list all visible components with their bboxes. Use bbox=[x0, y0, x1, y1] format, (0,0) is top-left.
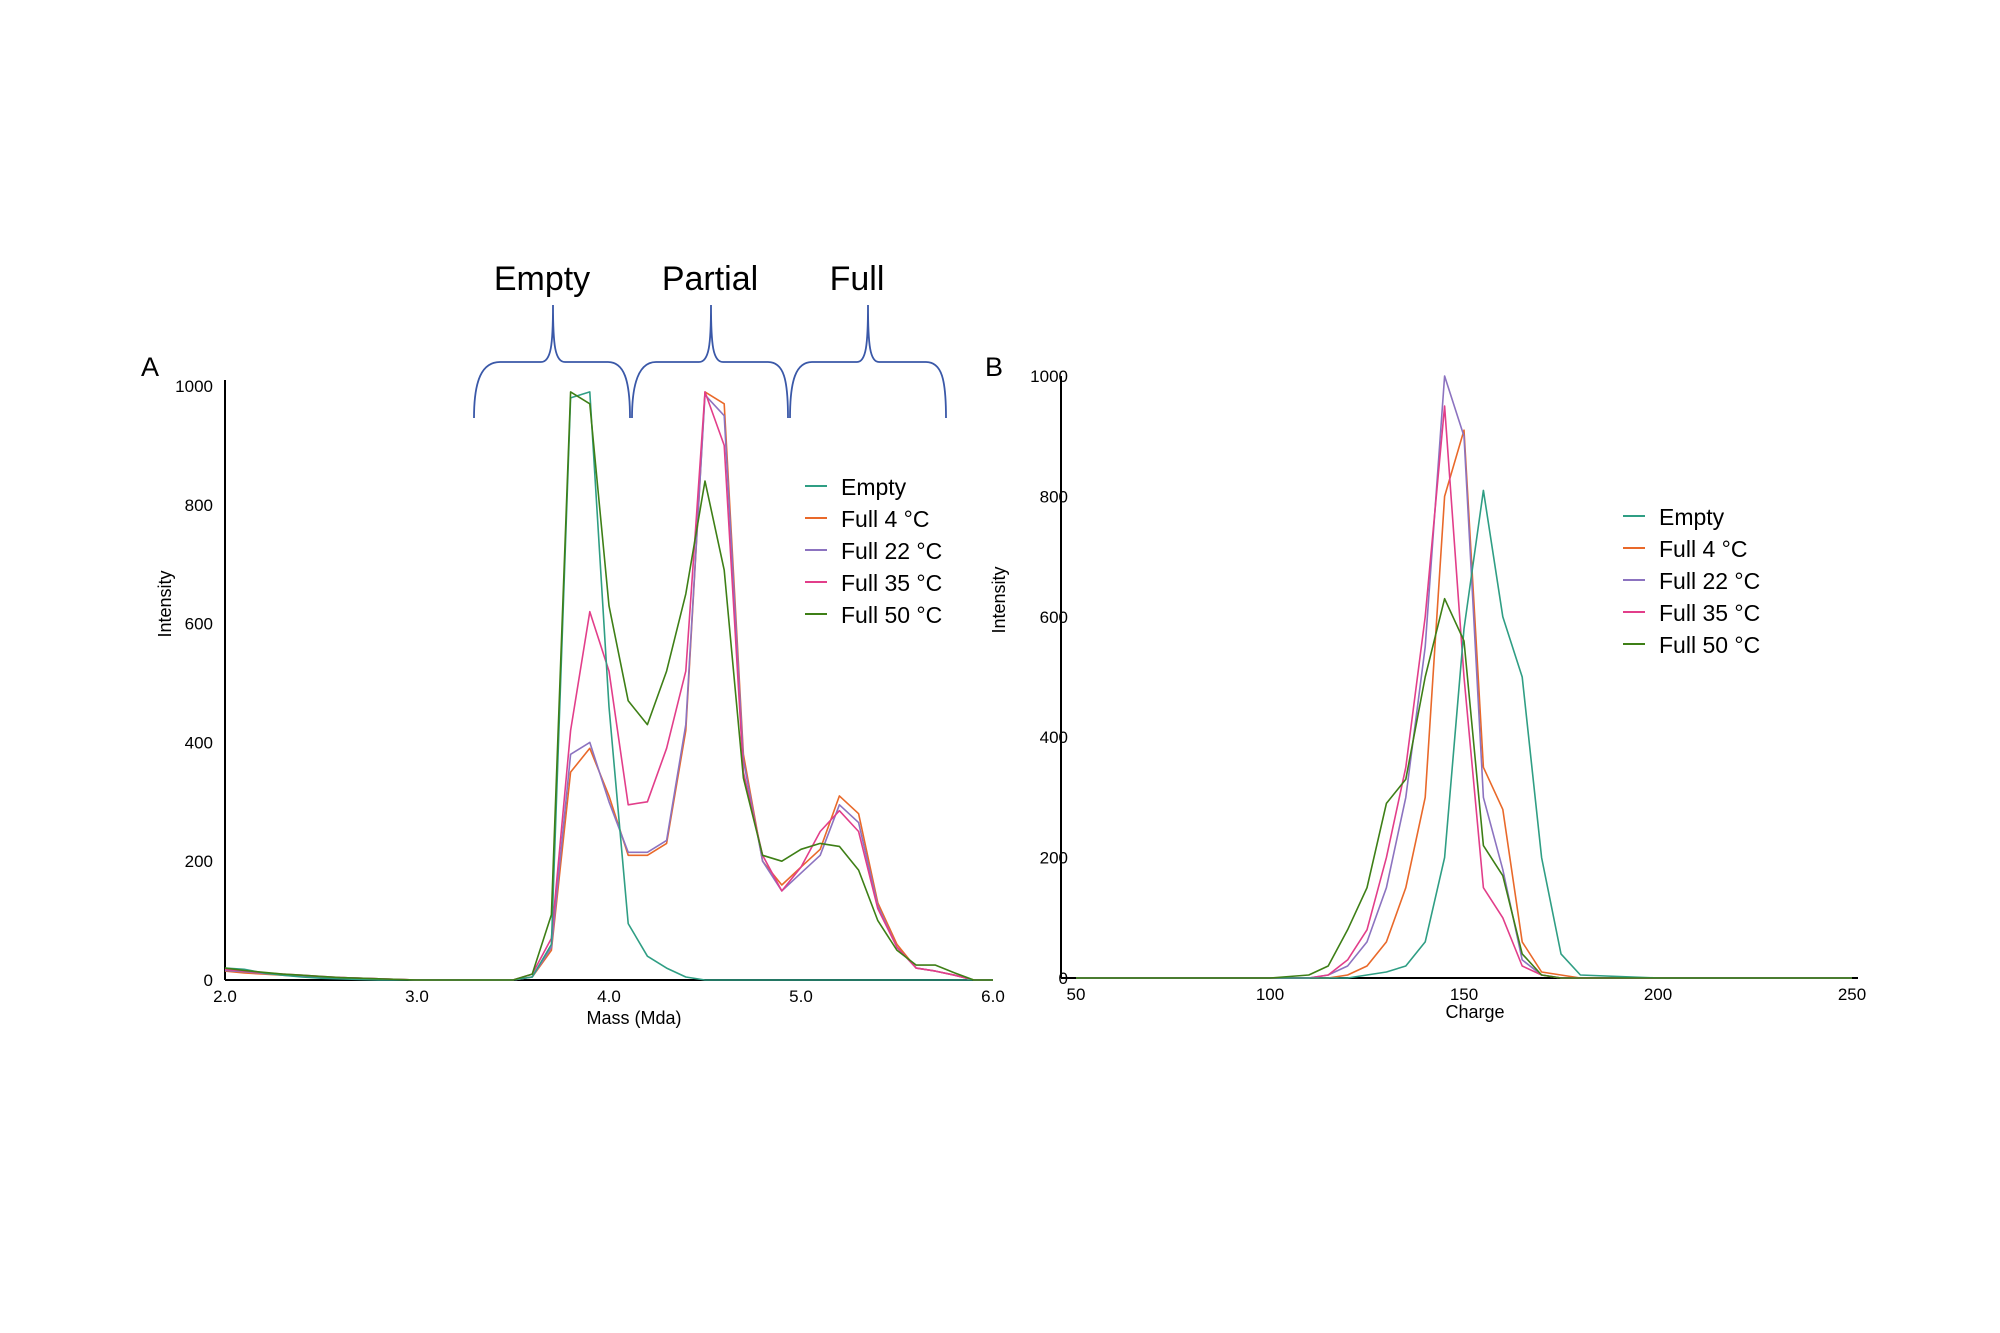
legend-label: Full 35 °C bbox=[841, 570, 942, 596]
x-tick-label: 150 bbox=[1450, 985, 1478, 1004]
x-tick-label: 100 bbox=[1256, 985, 1284, 1004]
x-tick-label: 4.0 bbox=[597, 987, 621, 1006]
y-tick-label: 600 bbox=[185, 615, 213, 634]
legend-label: Full 4 °C bbox=[1659, 536, 1747, 562]
y-tick-label: 400 bbox=[1040, 728, 1068, 747]
chart-panel-a: A Empty Partial Full 0 200 400 600 800 1000 2… bbox=[141, 260, 1005, 1028]
y-axis-title: Intensity bbox=[989, 566, 1009, 633]
y-tick-label: 1000 bbox=[175, 377, 213, 396]
series-line-empty bbox=[224, 391, 993, 981]
x-tick-label: 3.0 bbox=[405, 987, 429, 1006]
x-tick-label: 200 bbox=[1644, 985, 1672, 1004]
y-tick-label: 800 bbox=[1040, 487, 1068, 506]
legend-label: Full 50 °C bbox=[841, 602, 942, 628]
y-tick-label: 0 bbox=[1059, 969, 1068, 988]
x-tick-label: 50 bbox=[1067, 985, 1086, 1004]
series-line-full-35c bbox=[1076, 405, 1852, 979]
legend-label: Full 35 °C bbox=[1659, 600, 1760, 626]
brace-partial bbox=[631, 304, 789, 419]
series-line-full-4c bbox=[1076, 429, 1852, 979]
legend-label: Empty bbox=[841, 474, 907, 500]
x-tick-label: 2.0 bbox=[213, 987, 237, 1006]
x-tick-label: 250 bbox=[1838, 985, 1866, 1004]
y-tick-label: 400 bbox=[185, 733, 213, 752]
x-tick-label: 5.0 bbox=[789, 987, 813, 1006]
y-tick-label: 0 bbox=[204, 971, 213, 990]
x-tick-label: 6.0 bbox=[981, 987, 1005, 1006]
y-tick-label: 200 bbox=[1040, 849, 1068, 868]
series-line-full-50c bbox=[1076, 597, 1852, 979]
panel-label-a: A bbox=[141, 352, 159, 382]
legend-label: Full 4 °C bbox=[841, 506, 929, 532]
legend-label: Empty bbox=[1659, 504, 1725, 530]
panel-label-b: B bbox=[985, 352, 1003, 382]
x-axis-title: Mass (Mda) bbox=[586, 1008, 681, 1028]
brace-empty bbox=[473, 304, 631, 419]
y-tick-label: 600 bbox=[1040, 608, 1068, 627]
brace-full bbox=[789, 304, 947, 419]
y-tick-label: 1000 bbox=[1030, 367, 1068, 386]
legend-label: Full 22 °C bbox=[841, 538, 942, 564]
y-tick-label: 800 bbox=[185, 496, 213, 515]
region-label-partial: Partial bbox=[662, 260, 758, 298]
x-axis-title: Charge bbox=[1445, 1002, 1504, 1022]
legend-label: Full 50 °C bbox=[1659, 632, 1760, 658]
y-tick-label: 200 bbox=[185, 852, 213, 871]
legend-label: Full 22 °C bbox=[1659, 568, 1760, 594]
y-axis-title: Intensity bbox=[155, 570, 175, 637]
series-line-empty bbox=[1076, 489, 1852, 979]
chart-panel-b: B 0 200 400 600 800 1000 50 100 150 200 250 Inten… bbox=[985, 352, 1866, 1022]
region-label-full: Full bbox=[830, 260, 885, 298]
series-line-full-50c bbox=[224, 391, 993, 981]
region-label-empty: Empty bbox=[494, 260, 590, 298]
